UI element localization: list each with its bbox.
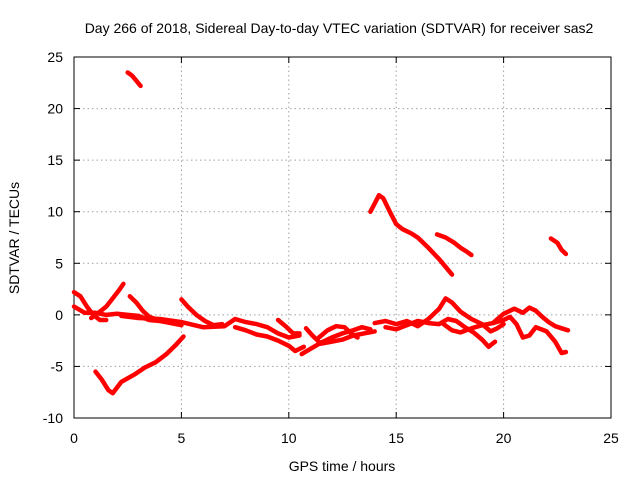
x-tick-label: 10 <box>281 430 297 446</box>
y-tick-label: 10 <box>47 204 63 220</box>
y-tick-label: -10 <box>43 410 63 426</box>
series-arc-night-1 <box>303 326 377 346</box>
chart-title: Day 266 of 2018, Sidereal Day-to-day VTE… <box>85 20 594 36</box>
series-arc-high-early <box>125 70 143 89</box>
series-arc-mid-2 <box>232 324 307 354</box>
x-tick-label: 25 <box>603 430 619 446</box>
series-arc-late-2 <box>383 316 498 350</box>
x-tick-label: 15 <box>388 430 404 446</box>
y-axis-label: SDTVAR / TECUs <box>6 182 22 294</box>
data-series <box>71 70 571 396</box>
y-tick-label: 5 <box>55 255 63 271</box>
series-arc-mid-1 <box>119 313 302 340</box>
series-arc-mid-3 <box>275 317 302 336</box>
series-arc-22-23h <box>548 236 569 257</box>
grid <box>74 57 611 418</box>
x-tick-label: 5 <box>178 430 186 446</box>
series-arc-late-1 <box>372 296 506 334</box>
y-tick-label: -5 <box>51 358 64 374</box>
x-tick-label: 20 <box>496 430 512 446</box>
y-tick-label: 20 <box>47 101 63 117</box>
y-tick-label: 25 <box>47 49 63 65</box>
series-arc-17-18h <box>434 232 474 258</box>
axis-ticks <box>73 56 612 419</box>
x-tick-label: 0 <box>70 430 78 446</box>
y-tick-label: 15 <box>47 152 63 168</box>
series-arc-descending-15h <box>368 192 455 277</box>
plot-frame <box>73 56 612 419</box>
series-arc-negative-rising <box>93 334 186 396</box>
x-tick-labels: 0 5 10 15 20 25 <box>70 430 619 446</box>
series-arc-night-3 <box>316 323 360 340</box>
y-tick-labels: -10 -5 0 5 10 15 20 25 <box>43 49 63 426</box>
series-arc-late-3 <box>441 314 569 356</box>
y-tick-label: 0 <box>55 307 63 323</box>
x-axis-label: GPS time / hours <box>289 458 396 474</box>
series-arc-night-2 <box>299 324 373 357</box>
series-arc-late-4 <box>490 305 571 333</box>
